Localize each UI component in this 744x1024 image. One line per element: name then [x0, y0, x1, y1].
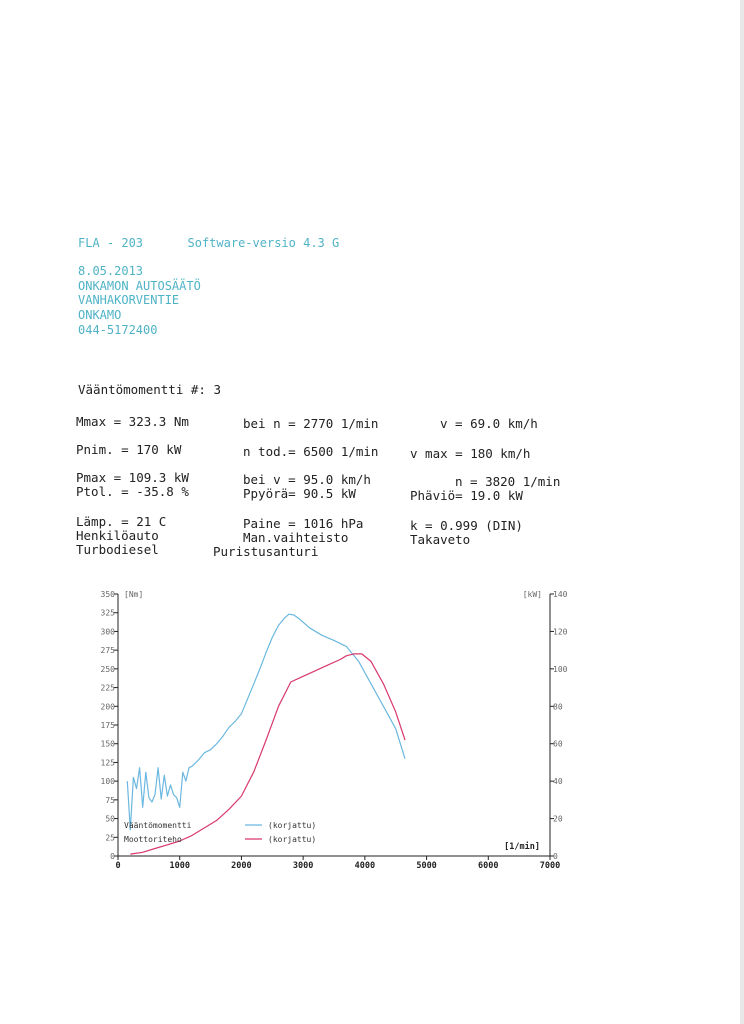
y-right-tick-label: 0 — [553, 852, 558, 861]
pressure: Paine = 1016 hPa — [243, 516, 364, 531]
x-tick-label: 0 — [115, 861, 120, 871]
vehicle-type: Henkilöauto — [76, 528, 159, 543]
y-left-tick-label: 75 — [105, 796, 115, 805]
tolerance-value: Ptol. = -35.8 % — [76, 484, 189, 499]
pmax-speed: bei v = 95.0 km/h — [243, 472, 371, 487]
engine-type: Turbodiesel — [76, 542, 159, 557]
x-tick-label: 4000 — [355, 861, 375, 871]
y-right-tick-label: 100 — [553, 665, 568, 674]
y-left-unit-label: [Nm] — [124, 590, 143, 599]
scan-edge — [740, 0, 744, 1024]
street-address: VANHAKORVENTIE — [78, 293, 180, 307]
series-line-1 — [126, 613, 406, 831]
dyno-chart: 0 1000 2000 3000 4000 5000 6000 700002550751001… — [101, 590, 568, 871]
x-tick-label: 7000 — [540, 861, 560, 871]
mmax-value: Mmax = 323.3 Nm — [76, 414, 189, 429]
device-name: FLA - 203 — [78, 236, 144, 250]
city: ONKAMO — [78, 308, 122, 322]
y-right-tick-label: 80 — [553, 702, 563, 711]
y-left-tick-label: 50 — [105, 815, 115, 824]
wheel-power: Ppyörä= 90.5 kW — [243, 486, 356, 501]
series-line-2 — [130, 653, 406, 855]
transmission: Man.vaihteisto — [243, 530, 349, 545]
software-version: Software-versio 4.3 G — [187, 236, 340, 250]
y-left-tick-label: 25 — [105, 833, 115, 842]
chart-axes: 0 1000 2000 3000 4000 5000 6000 700002550751001… — [101, 590, 568, 871]
x-tick-label: 2000 — [231, 861, 251, 871]
report-title: Vääntömomentti #: 3 — [78, 382, 221, 397]
y-left-tick-label: 350 — [101, 590, 116, 599]
y-right-tick-label: 120 — [553, 627, 568, 636]
mmax-speed: v = 69.0 km/h — [440, 416, 538, 431]
chart-legend: Vääntömomentti (korjattu) Moottoriteho (kor… — [124, 821, 316, 844]
sensor-type: Puristusanturi — [213, 544, 319, 559]
company-name: ONKAMON AUTOSÄÄTÖ — [78, 279, 201, 293]
y-left-tick-label: 250 — [101, 665, 116, 674]
y-left-tick-label: 125 — [101, 758, 116, 767]
drive-type: Takaveto — [410, 532, 471, 547]
temperature: Lämp. = 21 C — [76, 514, 167, 529]
vmax-speed: v max = 180 km/h — [410, 446, 531, 461]
device-line: FLA - 203 Software-versio 4.3 G — [78, 237, 339, 249]
y-right-tick-label: 20 — [553, 815, 563, 824]
pmax-value: Pmax = 109.3 kW — [76, 470, 189, 485]
y-right-tick-label: 40 — [553, 777, 563, 786]
legend-label: Vääntömomentti — [124, 821, 192, 830]
y-left-tick-label: 0 — [110, 852, 115, 861]
legend-suffix: (korjattu) — [268, 821, 316, 830]
y-left-tick-label: 325 — [101, 609, 116, 618]
x-tick-label: 1000 — [169, 861, 189, 871]
legend-label: Moottoriteho — [124, 835, 182, 844]
correction-factor: k = 0.999 (DIN) — [410, 518, 523, 533]
rated-power: Pnim. = 170 kW — [76, 442, 182, 457]
x-unit-label: [1/min] — [504, 841, 540, 852]
loss-power: Phäviö= 19.0 kW — [410, 488, 523, 503]
mmax-rpm: bei n = 2770 1/min — [243, 416, 379, 431]
rated-rpm: n tod.= 6500 1/min — [243, 444, 379, 459]
legend-suffix: (korjattu) — [268, 835, 316, 844]
y-left-tick-label: 100 — [101, 777, 116, 786]
y-right-tick-label: 140 — [553, 590, 568, 599]
y-left-tick-label: 225 — [101, 684, 116, 693]
y-left-tick-label: 175 — [101, 721, 116, 730]
y-left-tick-label: 275 — [101, 646, 116, 655]
phone-number: 044-5172400 — [78, 323, 158, 337]
y-left-tick-label: 150 — [101, 740, 116, 749]
x-tick-label: 6000 — [478, 861, 498, 871]
y-right-unit-label: [kW] — [523, 590, 542, 599]
y-left-tick-label: 200 — [101, 702, 116, 711]
test-date: 8.05.2013 — [78, 264, 144, 278]
x-tick-label: 3000 — [293, 861, 313, 871]
y-left-tick-label: 300 — [101, 627, 116, 636]
x-tick-label: 5000 — [416, 861, 436, 871]
pmax-rpm: n = 3820 1/min — [455, 474, 561, 489]
y-right-tick-label: 60 — [553, 740, 563, 749]
chart-series — [126, 613, 406, 855]
